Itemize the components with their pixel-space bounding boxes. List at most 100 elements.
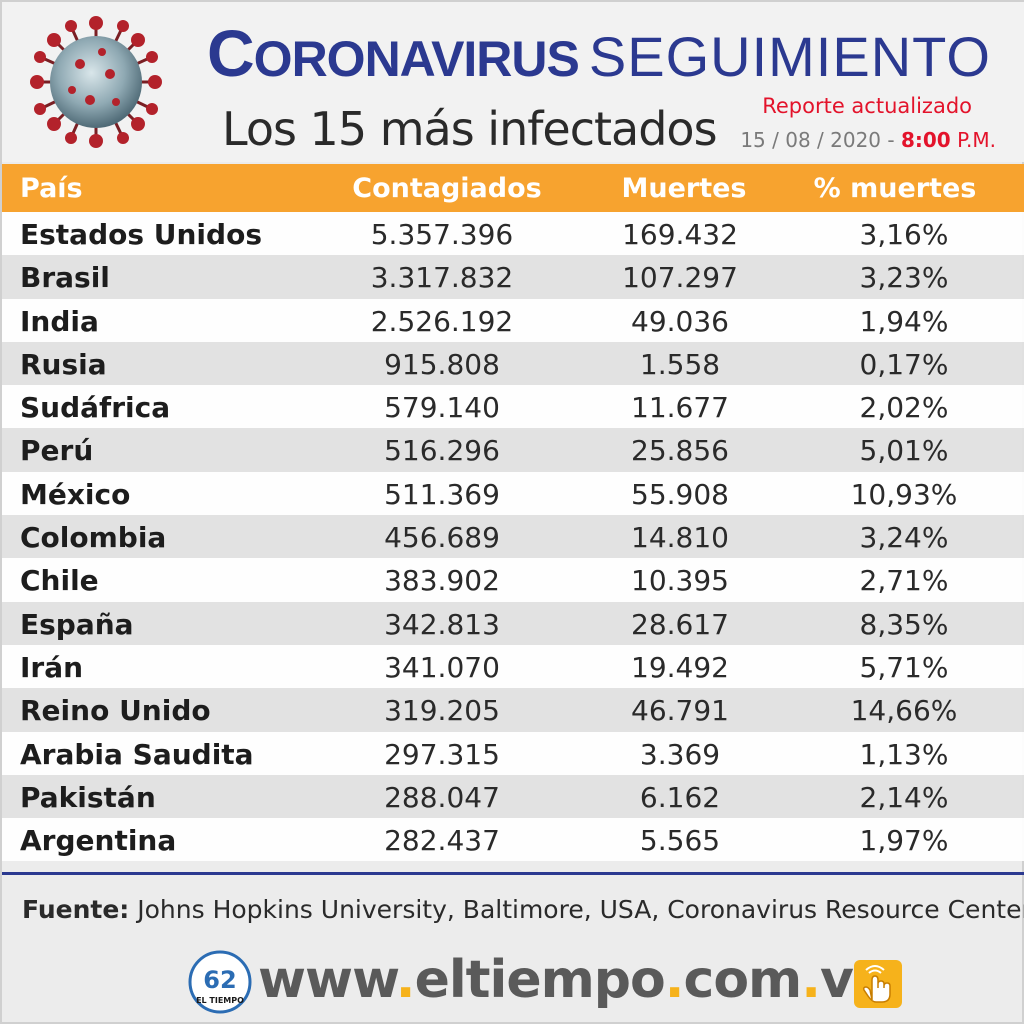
contagiados-cell: 579.140 — [384, 391, 500, 425]
table-header: País Contagiados Muertes % muertes — [2, 164, 1024, 212]
header-pais: País — [20, 173, 83, 204]
muertes-cell: 10.395 — [631, 564, 729, 598]
table-row: Irán 341.070 19.492 5,71% — [2, 644, 1024, 689]
source-text: Johns Hopkins University, Baltimore, USA… — [137, 895, 1024, 924]
contagiados-cell: 319.205 — [384, 694, 500, 728]
pct-muertes-cell: 8,35% — [859, 607, 949, 641]
url-dot: . — [801, 950, 821, 1010]
table-row: Perú 516.296 25.856 5,01% — [2, 428, 1024, 472]
table-row: Rusia 915.808 1.558 0,17% — [2, 341, 1024, 386]
pct-muertes-cell: 14,66% — [850, 694, 958, 728]
contagiados-cell: 511.369 — [384, 477, 500, 511]
divider — [2, 872, 1024, 875]
eltiempo-logo-icon: 62 EL TIEMPO — [188, 950, 252, 1014]
muertes-cell: 6.162 — [639, 780, 721, 814]
muertes-cell: 55.908 — [631, 477, 729, 511]
pct-muertes-cell: 2,71% — [859, 564, 949, 598]
table-row: Colombia 456.689 14.810 3,24% — [2, 515, 1024, 559]
muertes-cell: 19.492 — [631, 650, 729, 684]
pct-muertes-cell: 3,16% — [859, 218, 949, 251]
table-row: Argentina 282.437 5.565 1,97% — [2, 818, 1024, 862]
page-subtitle: Los 15 más infectados — [222, 102, 718, 156]
pct-muertes-cell: 0,17% — [859, 347, 949, 381]
contagiados-cell: 342.813 — [384, 607, 500, 641]
header-muertes: Muertes — [621, 173, 747, 204]
pct-muertes-cell: 10,93% — [850, 477, 958, 511]
table-row: Chile 383.902 10.395 2,71% — [2, 558, 1024, 602]
contagiados-cell: 297.315 — [384, 737, 500, 771]
report-label: Reporte actualizado — [762, 94, 972, 118]
contagiados-cell: 288.047 — [384, 780, 500, 814]
table-row: India 2.526.192 49.036 1,94% — [2, 298, 1024, 342]
logo-number: 62 — [203, 966, 236, 994]
country-cell: Rusia — [20, 347, 107, 381]
source-note: Fuente: Johns Hopkins University, Baltim… — [22, 895, 1024, 924]
pct-muertes-cell: 2,02% — [859, 391, 949, 425]
muertes-cell: 14.810 — [631, 521, 729, 555]
muertes-cell: 107.297 — [622, 261, 738, 295]
title-main: CORONAVIRUS — [207, 16, 580, 90]
pct-muertes-cell: 1,97% — [859, 824, 949, 858]
url-dot: . — [395, 950, 416, 1010]
muertes-cell: 25.856 — [631, 434, 729, 468]
pointer-hand-icon — [854, 960, 902, 1008]
table-row: México 511.369 55.908 10,93% — [2, 471, 1024, 516]
header: CORONAVIRUS SEGUIMIENTO Los 15 más infect… — [2, 2, 1024, 162]
website-url[interactable]: www.eltiempo.com.ve — [258, 950, 888, 1010]
muertes-cell: 11.677 — [631, 391, 729, 425]
contagiados-cell: 383.902 — [384, 564, 500, 598]
pct-muertes-cell: 3,23% — [859, 261, 949, 295]
muertes-cell: 46.791 — [631, 694, 729, 728]
country-cell: Sudáfrica — [20, 391, 171, 425]
pct-muertes-cell: 3,24% — [859, 521, 949, 555]
table-row: Estados Unidos 5.357.396 169.432 3,16% — [2, 212, 1024, 256]
url-dot: . — [664, 950, 685, 1010]
time-text: 8:00 — [900, 128, 951, 152]
contagiados-cell: 5.357.396 — [370, 218, 514, 251]
contagiados-cell: 915.808 — [384, 347, 500, 381]
coronavirus-icon — [30, 16, 162, 148]
table-row: Pakistán 288.047 6.162 2,14% — [2, 774, 1024, 819]
country-cell: Colombia — [20, 521, 167, 555]
country-cell: Brasil — [20, 261, 110, 295]
muertes-cell: 49.036 — [631, 304, 729, 338]
logo-text: EL TIEMPO — [196, 996, 244, 1005]
pct-muertes-cell: 1,13% — [859, 737, 949, 771]
source-label: Fuente: — [22, 895, 130, 924]
report-date: 15 / 08 / 2020 - 8:00 P.M. — [740, 128, 996, 152]
muertes-cell: 3.369 — [639, 737, 721, 771]
country-cell: India — [20, 304, 99, 338]
country-cell: Pakistán — [20, 780, 156, 814]
table-row: Brasil 3.317.832 107.297 3,23% — [2, 255, 1024, 299]
table-row: Arabia Saudita 297.315 3.369 1,13% — [2, 731, 1024, 775]
country-cell: Chile — [20, 564, 99, 598]
contagiados-cell: 2.526.192 — [370, 304, 514, 338]
ampm-text: P.M. — [957, 128, 996, 152]
contagiados-cell: 516.296 — [384, 434, 500, 468]
muertes-cell: 5.565 — [639, 824, 721, 858]
contagiados-cell: 456.689 — [384, 521, 500, 555]
table-row: España 342.813 28.617 8,35% — [2, 601, 1024, 645]
country-cell: México — [20, 477, 131, 511]
table-row: Reino Unido 319.205 46.791 14,66% — [2, 688, 1024, 732]
contagiados-cell: 282.437 — [384, 824, 500, 858]
country-cell: Argentina — [20, 824, 177, 858]
contagiados-cell: 3.317.832 — [370, 261, 514, 295]
pct-muertes-cell: 2,14% — [859, 780, 949, 814]
url-part-www: www — [258, 950, 397, 1010]
url-part-com: com — [683, 950, 803, 1010]
pct-muertes-cell: 1,94% — [859, 304, 949, 338]
pct-muertes-cell: 5,01% — [859, 434, 949, 468]
country-cell: Reino Unido — [20, 694, 211, 728]
muertes-cell: 169.432 — [622, 218, 738, 251]
url-part-eltiempo: eltiempo — [414, 950, 666, 1010]
country-cell: Irán — [20, 650, 84, 684]
header-pct-muertes: % muertes — [813, 173, 977, 204]
table-body: Estados Unidos 5.357.396 169.432 3,16% Brasi… — [2, 212, 1024, 862]
pct-muertes-cell: 5,71% — [859, 650, 949, 684]
contagiados-cell: 341.070 — [384, 650, 500, 684]
muertes-cell: 1.558 — [639, 347, 721, 381]
country-cell: Arabia Saudita — [20, 737, 254, 771]
page-title: CORONAVIRUS SEGUIMIENTO — [207, 20, 991, 86]
